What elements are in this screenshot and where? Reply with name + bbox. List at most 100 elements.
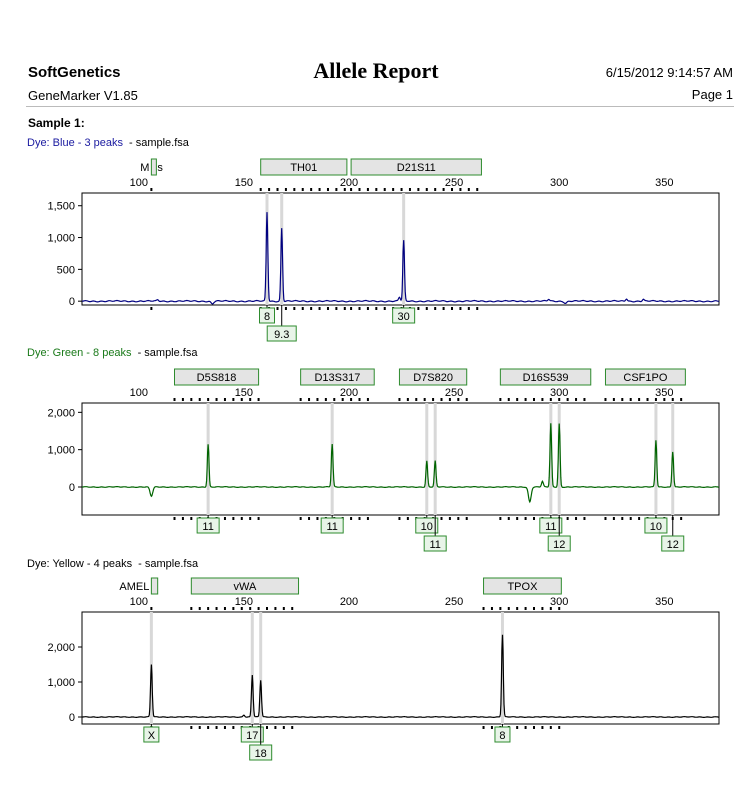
- marker-box: [150, 577, 159, 595]
- marker-box: [483, 577, 562, 595]
- bin-marker-bottom: [232, 517, 235, 520]
- bin-marker-top: [583, 398, 586, 401]
- bin-marker-top: [646, 398, 649, 401]
- bin-marker-top: [541, 607, 544, 610]
- bin-marker-bottom: [282, 726, 285, 729]
- bin-marker-bottom: [232, 726, 235, 729]
- x-tick-label: 250: [445, 177, 463, 189]
- x-tick-label: 350: [655, 596, 673, 608]
- plot-frame: [81, 402, 720, 516]
- bin-marker-top: [266, 607, 269, 610]
- bin-marker-top: [249, 398, 252, 401]
- bin-marker-top: [516, 607, 519, 610]
- bin-marker-top: [190, 398, 193, 401]
- y-tick-label: 500: [57, 264, 75, 276]
- bin-marker-top: [341, 398, 344, 401]
- marker-label: TH01: [290, 162, 317, 174]
- bin-marker-bottom: [467, 307, 470, 310]
- bin-marker-top: [366, 398, 369, 401]
- bin-marker-top: [423, 398, 426, 401]
- allele-call-label: 11: [545, 521, 556, 533]
- bin-marker-bottom: [516, 517, 519, 520]
- bin-marker-bottom: [173, 517, 176, 520]
- allele-call-box: [240, 726, 264, 743]
- bin-marker-bottom: [299, 517, 302, 520]
- bin-marker-bottom: [223, 517, 226, 520]
- bin-marker-bottom: [583, 517, 586, 520]
- bin-marker-top: [507, 607, 510, 610]
- marker-label: TPOX: [507, 581, 538, 593]
- bin-marker-bottom: [274, 726, 277, 729]
- allele-call-label: 11: [326, 521, 337, 533]
- bin-marker-top: [259, 188, 262, 191]
- bin-marker-top: [532, 398, 535, 401]
- allele-call-box: [196, 517, 220, 534]
- bin-marker-bottom: [442, 307, 445, 310]
- dye-green-label: Dye: Green - 8 peaks - sample.fsa: [27, 347, 197, 359]
- marker-box: [398, 368, 468, 386]
- x-tick-label: 150: [235, 387, 253, 399]
- bin-marker-top: [451, 188, 454, 191]
- bin-marker-bottom: [524, 517, 527, 520]
- marker-box: [350, 158, 482, 176]
- bin-marker-top: [299, 398, 302, 401]
- allele-call-box: [143, 726, 160, 743]
- bin-marker-top: [366, 188, 369, 191]
- dye-green-file: - sample.fsa: [137, 347, 198, 359]
- y-tick-label: 1,000: [47, 233, 75, 245]
- signal-trace: [82, 634, 719, 719]
- bin-marker-top: [181, 398, 184, 401]
- marker-box: [260, 158, 348, 176]
- bin-marker-top: [549, 398, 552, 401]
- bin-marker-bottom: [459, 307, 462, 310]
- marker-label: D7S820: [413, 372, 453, 384]
- dye-yellow-file: - sample.fsa: [138, 558, 199, 570]
- allele-call-box: [423, 535, 447, 552]
- bin-marker-top: [343, 188, 346, 191]
- bin-marker-top: [282, 607, 285, 610]
- bin-marker-bottom: [482, 726, 485, 729]
- x-tick-label: 100: [130, 387, 148, 399]
- marker-label: M: [140, 162, 149, 174]
- bin-marker-top: [350, 398, 353, 401]
- bin-marker-top: [223, 398, 226, 401]
- bin-marker-bottom: [215, 726, 218, 729]
- bin-marker-bottom: [383, 307, 386, 310]
- marker-box: [604, 368, 686, 386]
- bin-marker-top: [425, 188, 428, 191]
- allele-call-label: 8: [264, 311, 270, 323]
- company-name: SoftGenetics: [28, 64, 121, 81]
- bin-marker-bottom: [566, 517, 569, 520]
- bin-marker-bottom: [621, 517, 624, 520]
- x-tick-label: 300: [550, 596, 568, 608]
- bin-marker-bottom: [612, 517, 615, 520]
- y-tick-label: 1,000: [47, 445, 75, 457]
- dye-yellow-label: Dye: Yellow - 4 peaks - sample.fsa: [27, 558, 198, 570]
- x-tick-label: 350: [655, 177, 673, 189]
- bin-marker-top: [318, 188, 321, 191]
- plot-frame: [81, 192, 720, 306]
- bin-marker-bottom: [350, 307, 353, 310]
- bin-marker-bottom: [240, 517, 243, 520]
- marker-label: vWA: [234, 581, 257, 593]
- bin-marker-bottom: [276, 307, 279, 310]
- marker-label-suffix: s: [157, 162, 163, 174]
- bin-marker-top: [232, 607, 235, 610]
- y-tick-label: 0: [69, 296, 75, 308]
- bin-marker-top: [326, 188, 329, 191]
- bin-marker-bottom: [291, 726, 294, 729]
- software-version: GeneMarker V1.85: [28, 88, 138, 103]
- plot-frame: [81, 611, 720, 725]
- signal-trace: [81, 212, 719, 305]
- bin-marker-bottom: [451, 307, 454, 310]
- x-tick-label: 200: [340, 596, 358, 608]
- bin-marker-bottom: [207, 726, 210, 729]
- y-tick-label: 1,500: [47, 201, 75, 213]
- bin-marker-top: [375, 188, 378, 191]
- page-number: Page 1: [691, 87, 733, 102]
- bin-marker-top: [284, 188, 287, 191]
- bin-marker-top: [482, 607, 485, 610]
- allele-call-label: 10: [650, 521, 662, 533]
- marker-label: D21S11: [397, 162, 436, 174]
